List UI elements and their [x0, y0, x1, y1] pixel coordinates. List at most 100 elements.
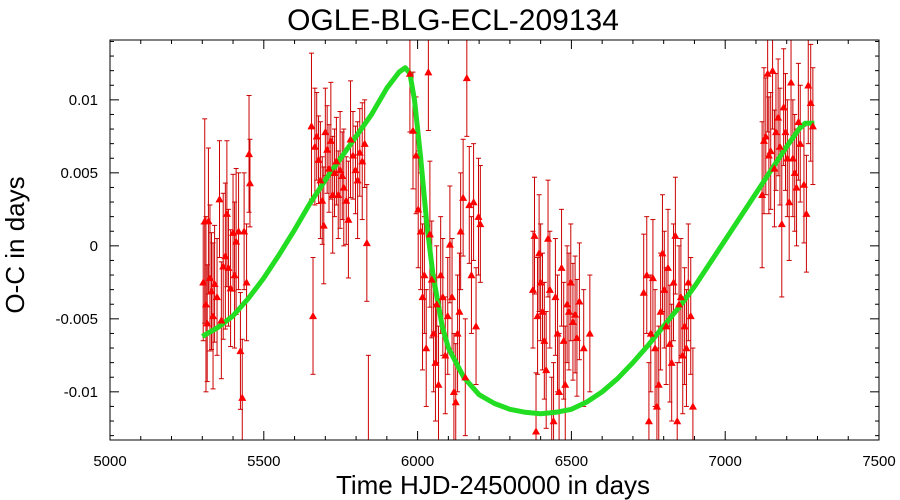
data-point — [785, 198, 794, 206]
data-point — [342, 196, 351, 204]
data-point — [217, 316, 226, 324]
data-point — [476, 219, 485, 228]
data-point — [761, 132, 770, 140]
data-point — [764, 151, 773, 159]
y-tick-label: -0.01 — [64, 384, 98, 401]
axes: 5000 5500 6000 6500 7000 7500 -0.01 -0.005 0 0.00… — [55, 40, 896, 470]
data-point — [804, 81, 813, 89]
data-point — [802, 209, 811, 217]
data-point — [325, 164, 334, 172]
plot-frame — [109, 39, 880, 441]
data-point — [790, 168, 799, 177]
data-point — [316, 176, 325, 184]
data-point — [222, 209, 231, 217]
data-point — [328, 190, 337, 198]
data-point — [799, 180, 808, 188]
x-tick-label: 5000 — [93, 453, 126, 470]
data-point — [236, 346, 245, 355]
data-point — [344, 215, 353, 223]
data-point — [436, 271, 445, 279]
data-point — [794, 117, 803, 125]
chart-title: OGLE-BLG-ECL-209134 — [287, 4, 619, 37]
data-point — [474, 212, 483, 220]
data-point — [808, 122, 817, 130]
data-point — [652, 402, 661, 410]
data-point — [658, 249, 667, 257]
data-point — [205, 273, 214, 282]
data-point — [462, 73, 471, 82]
x-tick-label: 6500 — [555, 453, 588, 470]
data-point — [338, 171, 347, 179]
data-point — [561, 380, 570, 388]
data-point — [777, 219, 786, 228]
data-point — [796, 139, 805, 147]
data-point — [438, 292, 447, 301]
data-point — [528, 285, 537, 293]
data-point — [321, 127, 330, 136]
x-tick-label: 7500 — [862, 453, 895, 470]
data-point — [418, 292, 427, 301]
data-point — [226, 284, 235, 292]
data-point — [660, 285, 669, 293]
data-point — [783, 154, 792, 162]
data-point — [330, 168, 339, 177]
data-point — [682, 344, 691, 352]
data-point — [429, 329, 438, 337]
data-point — [788, 154, 797, 162]
data-point — [326, 136, 335, 144]
data-point — [530, 231, 539, 239]
data-point — [245, 179, 254, 187]
data-point — [408, 126, 417, 134]
data-point — [663, 263, 672, 271]
data-point — [448, 292, 457, 301]
data-point — [678, 351, 687, 359]
data-point — [639, 288, 648, 296]
data-point — [669, 278, 678, 286]
data-point — [533, 311, 542, 320]
data-point — [334, 190, 343, 198]
data-point — [563, 300, 572, 308]
y-tick-label: 0.005 — [60, 165, 98, 182]
data-point — [459, 193, 468, 201]
data-point — [662, 322, 671, 330]
data-point — [221, 252, 230, 260]
data-point — [680, 322, 689, 330]
x-axis-label: Time HJD-2450000 in days — [336, 470, 650, 500]
data-point — [309, 311, 318, 320]
data-point — [684, 278, 693, 286]
data-point — [654, 380, 663, 388]
data-point — [204, 217, 213, 225]
data-point — [234, 227, 243, 235]
data-point — [792, 183, 801, 191]
data-point — [771, 127, 780, 136]
data-point — [310, 142, 319, 150]
data-point — [651, 344, 660, 352]
data-point — [688, 402, 697, 410]
data-point — [787, 78, 796, 86]
data-point — [224, 263, 233, 271]
data-point — [564, 307, 573, 315]
data-point — [768, 66, 777, 74]
data-point — [566, 278, 575, 286]
x-tick-label: 5500 — [247, 453, 280, 470]
data-point — [213, 292, 222, 301]
data-point — [358, 157, 367, 165]
data-point — [455, 307, 464, 315]
data-point — [427, 275, 436, 283]
data-point — [434, 380, 443, 388]
data-point — [648, 273, 657, 282]
data-point — [425, 230, 434, 238]
data-point — [353, 176, 362, 184]
data-point — [536, 278, 545, 286]
data-point — [219, 262, 228, 270]
data-point — [238, 393, 247, 401]
data-point — [445, 240, 454, 248]
data-point — [242, 278, 251, 286]
data-point — [319, 221, 328, 229]
data-point — [585, 329, 594, 337]
data-point — [360, 139, 369, 147]
data-point — [451, 398, 460, 406]
data-point — [424, 68, 433, 76]
fit-curve-layer — [201, 65, 815, 417]
